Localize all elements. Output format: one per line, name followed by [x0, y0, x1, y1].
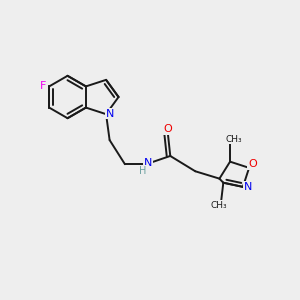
Text: O: O	[164, 124, 172, 134]
Text: O: O	[248, 159, 257, 169]
Text: N: N	[106, 109, 114, 118]
Text: N: N	[144, 158, 152, 168]
Text: F: F	[40, 81, 46, 92]
Text: CH₃: CH₃	[225, 135, 242, 144]
Text: CH₃: CH₃	[210, 201, 227, 210]
Text: H: H	[139, 166, 146, 176]
Text: N: N	[244, 182, 252, 192]
